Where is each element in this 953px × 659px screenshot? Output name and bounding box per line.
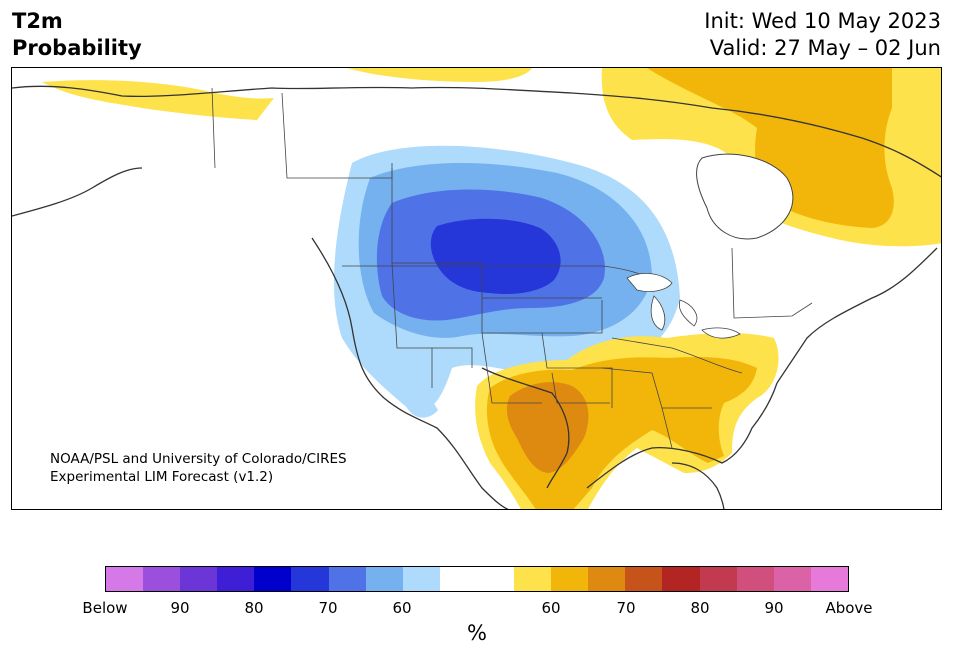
colorbar-segment: [662, 567, 700, 591]
colorbar-segment: [625, 567, 663, 591]
coastlines: [12, 85, 941, 509]
init-date: Init: Wed 10 May 2023: [704, 9, 941, 33]
colorbar-segment: [810, 567, 848, 591]
above-60-north-band: [42, 80, 274, 120]
colorbar-tick-label: Above: [825, 599, 873, 617]
colorbar-tick-label: 60: [392, 599, 412, 617]
colorbar-tick-label: 90: [764, 599, 784, 617]
colorbar-segment: [143, 567, 181, 591]
hudson-bay: [696, 153, 794, 240]
colorbar-segment: [180, 567, 218, 591]
colorbar-segment: [217, 567, 255, 591]
above-60-arctic: [347, 68, 532, 82]
colorbar-segment: [699, 567, 737, 591]
credit-line-2: Experimental LIM Forecast (v1.2): [50, 469, 274, 485]
colorbar-segment: [106, 567, 144, 591]
colorbar-tick-label: 70: [318, 599, 338, 617]
colorbar-unit: %: [467, 621, 487, 645]
colorbar-tick-label: 80: [244, 599, 264, 617]
below-60-sw-lobe: [357, 353, 438, 418]
above-70-northeast: [647, 68, 894, 228]
colorbar-segment: [736, 567, 774, 591]
colorbar-segment: [551, 567, 589, 591]
colorbar-segment: [402, 567, 440, 591]
colorbar-tick-label: 90: [170, 599, 190, 617]
below-90-region: [430, 218, 561, 295]
map-credit: NOAA/PSL and University of Colorado/CIRE…: [50, 450, 347, 486]
probability-map: NOAA/PSL and University of Colorado/CIRE…: [11, 67, 942, 510]
forecast-dates: Init: Wed 10 May 2023 Valid: 27 May – 02…: [704, 8, 941, 62]
colorbar-segment: [291, 567, 329, 591]
colorbar-segment: [254, 567, 292, 591]
colorbar-tick-label: Below: [82, 599, 128, 617]
colorbar-tick-label: 70: [616, 599, 636, 617]
probability-colorbar: [105, 566, 849, 592]
title-line-1: T2m: [12, 9, 63, 33]
valid-range: Valid: 27 May – 02 Jun: [709, 36, 941, 60]
political-borders: [211, 87, 813, 449]
map-canvas: [12, 68, 941, 509]
title-line-2: Probability: [12, 36, 142, 60]
colorbar-segment: [514, 567, 552, 591]
colorbar-segment: [588, 567, 626, 591]
colorbar-segment: [773, 567, 811, 591]
colorbar-segment: [439, 567, 477, 591]
colorbar-tick-label: 80: [690, 599, 710, 617]
great-lakes: [626, 273, 741, 339]
credit-line-1: NOAA/PSL and University of Colorado/CIRE…: [50, 451, 347, 467]
colorbar-segment: [365, 567, 403, 591]
colorbar-segment: [476, 567, 515, 591]
map-title: T2m Probability: [12, 8, 142, 62]
colorbar-tick-label: 60: [541, 599, 561, 617]
colorbar-segment: [328, 567, 366, 591]
